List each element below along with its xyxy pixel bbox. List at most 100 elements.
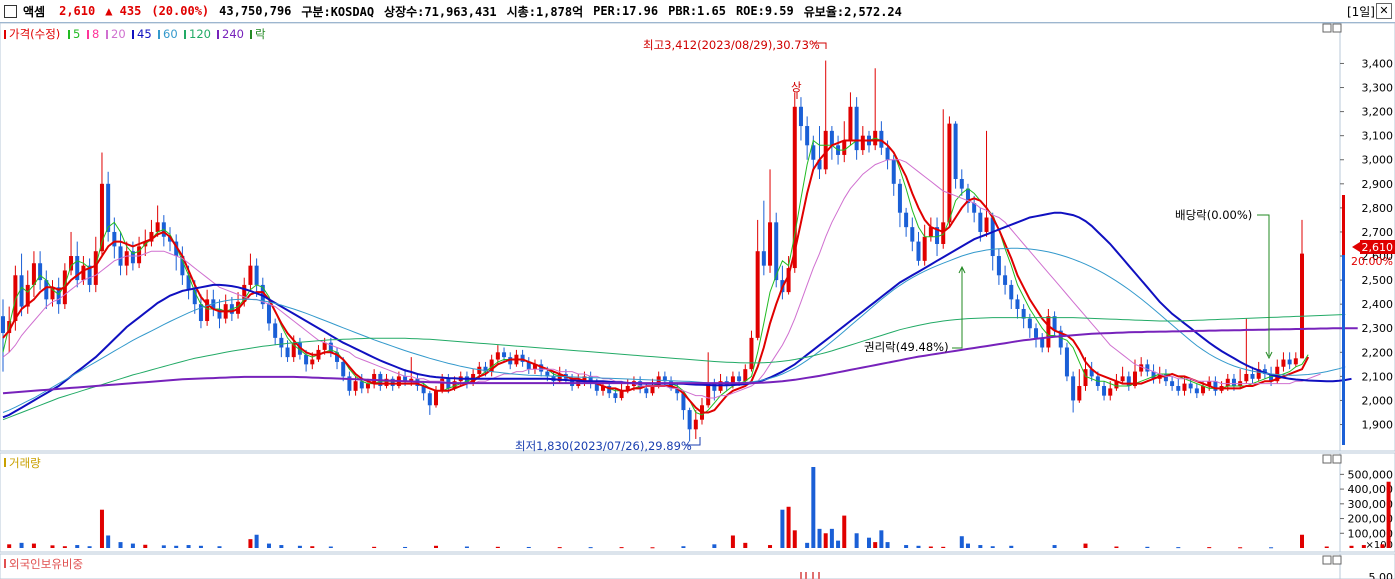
volume-bar bbox=[780, 509, 785, 548]
volume-bar bbox=[118, 542, 123, 548]
candle-body bbox=[1077, 386, 1082, 401]
period-selector[interactable]: [1일] bbox=[1346, 5, 1375, 19]
volume-bar bbox=[959, 536, 964, 548]
price-change-pct: (20.00%) bbox=[151, 4, 210, 18]
candle-body bbox=[644, 388, 649, 394]
candle-body bbox=[341, 361, 346, 377]
volume-bar bbox=[823, 533, 828, 548]
candle-body bbox=[155, 222, 160, 232]
panel-checkbox[interactable] bbox=[4, 4, 17, 18]
volume-unit-label: ×100 bbox=[1366, 540, 1393, 551]
candle-body bbox=[81, 265, 86, 281]
candle-body bbox=[520, 354, 525, 362]
candle-body bbox=[1244, 373, 1249, 382]
candle-body bbox=[879, 130, 884, 148]
volume-axis-area bbox=[1339, 452, 1395, 553]
legend-label: 120 bbox=[189, 27, 211, 41]
candle-body bbox=[965, 188, 970, 204]
volume-bar bbox=[106, 535, 111, 548]
candle-body bbox=[353, 381, 358, 391]
candle-body bbox=[495, 352, 500, 360]
candle-body bbox=[1058, 330, 1063, 348]
volume-plot-area bbox=[0, 452, 1341, 553]
volume-tick-label: 200,000 bbox=[1348, 513, 1394, 526]
stock-chart[interactable]: 1,9002,0002,1002,2002,3002,4002,5002,600… bbox=[0, 23, 1395, 579]
candle-body bbox=[681, 393, 686, 411]
candle-body bbox=[38, 263, 43, 281]
volume-bar bbox=[836, 540, 841, 548]
candle-body bbox=[935, 227, 940, 244]
candle-body bbox=[953, 123, 958, 179]
candle-body bbox=[1034, 328, 1039, 338]
volume-bar bbox=[198, 545, 203, 548]
candle-body bbox=[1201, 386, 1206, 394]
candle-body bbox=[347, 376, 352, 391]
volume-bar bbox=[768, 545, 773, 548]
reserve-ratio: 유보율:2,572.24 bbox=[803, 4, 902, 19]
candle-body bbox=[1015, 299, 1020, 309]
high-price-label: 최고3,412(2023/08/29),30.73% bbox=[643, 38, 820, 52]
candle-body bbox=[56, 287, 61, 305]
candle-body bbox=[248, 265, 253, 285]
volume-bar bbox=[681, 546, 686, 548]
volume-bar bbox=[1238, 547, 1243, 549]
candle-body bbox=[124, 251, 129, 266]
candle-body bbox=[489, 359, 494, 372]
candle-body bbox=[693, 419, 698, 430]
ma-line-60 bbox=[2, 247, 1346, 413]
volume-bar bbox=[904, 545, 909, 548]
candle-body bbox=[1151, 371, 1156, 379]
candle-body bbox=[1281, 359, 1286, 367]
candle-body bbox=[768, 222, 773, 266]
candle-body bbox=[675, 388, 680, 394]
candle-body bbox=[502, 352, 507, 358]
candle-body bbox=[594, 383, 599, 391]
restore-icon bbox=[1332, 555, 1342, 565]
volume-legend-marker bbox=[4, 458, 6, 467]
candle-body bbox=[588, 376, 593, 384]
legend-marker bbox=[184, 30, 186, 39]
volume-bar bbox=[817, 528, 822, 548]
legend-label: 60 bbox=[163, 27, 178, 41]
volume-bar bbox=[217, 546, 222, 548]
volume-bar bbox=[1176, 547, 1181, 549]
candle-body bbox=[706, 383, 711, 406]
candle-body bbox=[669, 381, 674, 389]
candle-body bbox=[1182, 383, 1187, 391]
volume-bar bbox=[99, 509, 104, 548]
dividend-marker-line bbox=[1257, 214, 1270, 356]
volume-bar bbox=[978, 545, 983, 548]
candle-body bbox=[1145, 364, 1150, 372]
candle-body bbox=[285, 347, 290, 358]
volume-bar bbox=[873, 542, 878, 548]
candle-body bbox=[421, 386, 426, 394]
restore-icon bbox=[1332, 23, 1342, 33]
candle-body bbox=[434, 390, 438, 406]
foreign-axis-area bbox=[1339, 553, 1395, 579]
candle-body bbox=[613, 393, 618, 399]
price-tick-label: 3,200 bbox=[1362, 106, 1394, 119]
candle-body bbox=[1207, 381, 1212, 387]
price-tick-label: 2,200 bbox=[1362, 346, 1394, 359]
candle-body bbox=[174, 241, 179, 257]
legend-label: 8 bbox=[92, 27, 99, 41]
volume-bar bbox=[743, 542, 748, 548]
candle-body bbox=[557, 373, 562, 382]
candle-body bbox=[885, 147, 890, 160]
volume-bar bbox=[1324, 546, 1329, 548]
volume-bar bbox=[1361, 545, 1366, 548]
candle-body bbox=[440, 378, 445, 391]
candle-body bbox=[50, 287, 55, 300]
candle-body bbox=[180, 256, 185, 276]
price-tick-label: 3,300 bbox=[1362, 82, 1394, 95]
candle-body bbox=[1064, 347, 1069, 377]
candle-body bbox=[1225, 378, 1230, 387]
volume-tick-label: 100,000 bbox=[1348, 527, 1394, 540]
volume-bar bbox=[1207, 547, 1212, 549]
candle-body bbox=[1114, 381, 1119, 389]
volume-bar bbox=[965, 543, 970, 548]
close-icon[interactable]: ✕ bbox=[1376, 3, 1392, 19]
candle-body bbox=[1213, 381, 1218, 391]
dividend-arrow-icon bbox=[1265, 351, 1273, 360]
candle-body bbox=[291, 342, 296, 358]
